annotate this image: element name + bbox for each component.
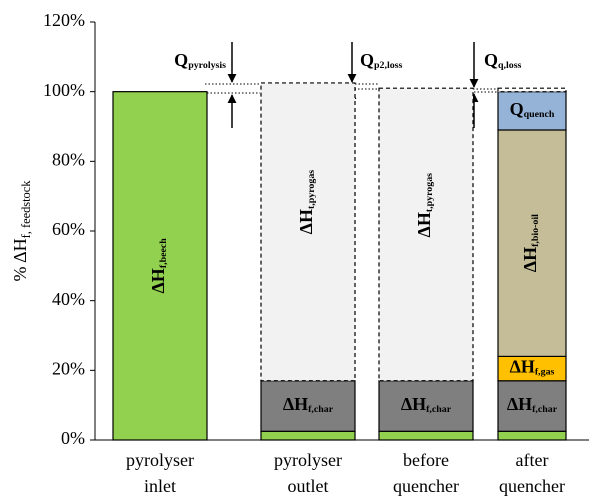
annotation: Qq,loss xyxy=(484,50,522,71)
segment-label: ΔHf,gas xyxy=(510,357,555,378)
annotation-sub: pyrolysis xyxy=(188,60,226,71)
x-tick-label: before xyxy=(403,450,449,470)
y-axis-label: % ΔHf, feedstock xyxy=(10,180,33,282)
y-tick-label: 20% xyxy=(52,358,85,378)
segment-label-main: ΔH xyxy=(414,212,434,237)
segment-label-sub: f,char xyxy=(532,404,558,415)
bar-segment xyxy=(260,430,356,441)
segment-label-main: ΔH xyxy=(148,268,168,293)
y-axis-label-main: % ΔH xyxy=(10,238,30,281)
segment-label-sub: t,pyrogas xyxy=(306,170,317,209)
annotation: Qp2,loss xyxy=(360,50,403,71)
segment-label-sub: f,beech xyxy=(158,238,169,268)
annotation-main: Q xyxy=(484,50,498,70)
segment-label: ΔHf,beech xyxy=(148,238,169,294)
segment-label-main: ΔH xyxy=(510,357,535,377)
segment-label: ΔHt,pyrogas xyxy=(414,173,435,238)
annotation-sub: p2,loss xyxy=(374,60,402,71)
y-tick-label: 0% xyxy=(61,428,85,448)
segment-label: Qquench xyxy=(510,99,555,120)
bar-segment xyxy=(497,380,567,432)
x-tick-label: pyrolyser xyxy=(274,450,342,470)
segment-label-sub: f,char xyxy=(426,404,452,415)
y-tick-label: 60% xyxy=(52,219,85,239)
bar-segment xyxy=(497,87,567,93)
bar-segment xyxy=(112,91,208,441)
x-tick-label: quencher xyxy=(499,476,565,496)
bar-segment xyxy=(378,380,474,432)
x-tick-label: outlet xyxy=(288,476,329,496)
segment-label: ΔHf,char xyxy=(507,394,558,415)
bar-segment xyxy=(497,129,567,358)
segment-label-sub: f,bio-oil xyxy=(530,214,541,247)
annotation-main: Q xyxy=(360,50,374,70)
segment-label-sub: f,gas xyxy=(535,367,555,378)
bar-segment xyxy=(497,430,567,441)
bar-segment xyxy=(260,380,356,432)
y-tick-label: 40% xyxy=(52,289,85,309)
segment-label-main: ΔH xyxy=(283,394,308,414)
y-tick-label: 120% xyxy=(43,10,85,30)
x-tick-label: pyrolyser xyxy=(126,450,194,470)
segment-label-sub: t,pyrogas xyxy=(424,173,435,212)
segment-label: ΔHf,char xyxy=(401,394,452,415)
annotation-main: Q xyxy=(174,50,188,70)
segment-label-main: ΔH xyxy=(296,209,316,234)
segment-label: ΔHf,char xyxy=(283,394,334,415)
annotation-sub: q,loss xyxy=(498,60,522,71)
x-tick-label: quencher xyxy=(393,476,459,496)
segment-label-sub: f,char xyxy=(308,404,334,415)
bar-segment xyxy=(378,430,474,441)
bar-segment xyxy=(260,82,356,382)
annotation: Qpyrolysis xyxy=(174,50,226,71)
bar-segment xyxy=(378,87,474,382)
segment-label: ΔHf,bio-oil xyxy=(520,214,541,272)
segment-label-main: Q xyxy=(510,99,524,119)
segment-label-main: ΔH xyxy=(401,394,426,414)
x-tick-label: inlet xyxy=(144,476,176,496)
y-tick-label: 80% xyxy=(52,149,85,169)
y-axis-label-sub: f, feedstock xyxy=(19,180,33,239)
segment-label-main: ΔH xyxy=(520,247,540,272)
segment-label-main: ΔH xyxy=(507,394,532,414)
y-tick-label: 100% xyxy=(43,80,85,100)
x-tick-label: after xyxy=(516,450,549,470)
segment-label-sub: quench xyxy=(524,109,555,120)
segment-label: ΔHt,pyrogas xyxy=(296,170,317,235)
